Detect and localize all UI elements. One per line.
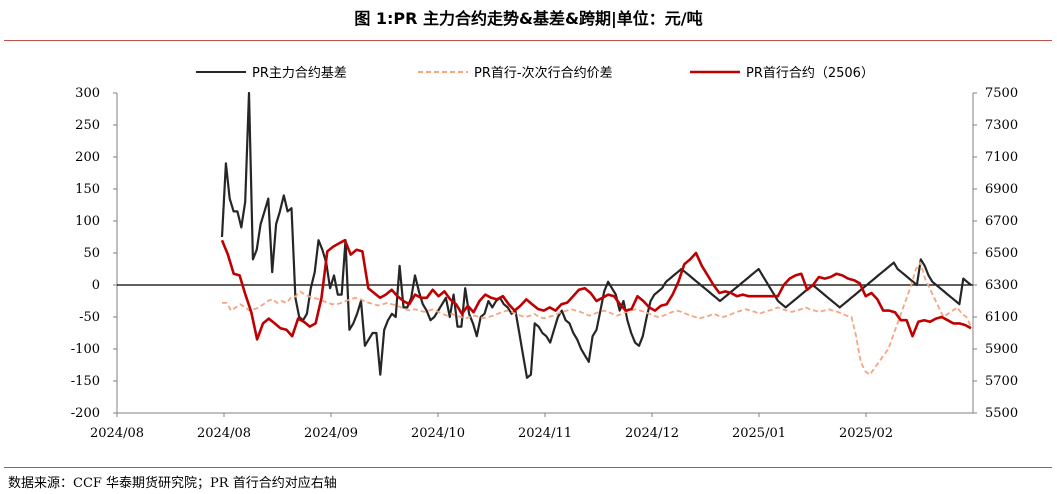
x-tick-label: 2024/08 bbox=[90, 426, 144, 441]
right-tick-label: 5900 bbox=[985, 342, 1018, 357]
series-line-2 bbox=[220, 238, 972, 341]
x-tick-label: 2024/12 bbox=[625, 426, 679, 441]
axes: 300 250 200 150 100 50 0 -50 -100 -150 -200 7500 730… bbox=[71, 86, 1018, 441]
legend-label: PR首行-次次行合约价差 bbox=[474, 65, 613, 81]
left-tick-label: -200 bbox=[71, 406, 100, 421]
right-tick-label: 7300 bbox=[985, 118, 1018, 133]
left-tick-label: -150 bbox=[71, 374, 100, 389]
right-tick-label: 5700 bbox=[985, 374, 1018, 389]
left-tick-label: 250 bbox=[75, 118, 100, 133]
x-tick-label: 2025/01 bbox=[732, 426, 786, 441]
right-tick-label: 7500 bbox=[985, 86, 1018, 101]
x-tick-label: 2024/11 bbox=[518, 426, 572, 441]
legend: PR主力合约基差 PR首行-次次行合约价差 PR首行合约（2506） bbox=[196, 65, 874, 81]
x-tick-label: 2025/02 bbox=[839, 426, 893, 441]
left-tick-label: 100 bbox=[75, 214, 100, 229]
right-tick-label: 5500 bbox=[985, 406, 1018, 421]
x-tick-label: 2024/08 bbox=[197, 426, 251, 441]
left-tick-label: 0 bbox=[92, 278, 100, 293]
left-tick-label: 50 bbox=[83, 246, 100, 261]
left-tick-label: -50 bbox=[79, 310, 100, 325]
left-tick-label: 200 bbox=[75, 150, 100, 165]
series-line-0 bbox=[220, 91, 972, 379]
x-tick-label: 2024/09 bbox=[304, 426, 358, 441]
series-lines bbox=[220, 91, 972, 379]
legend-label: PR首行合约（2506） bbox=[746, 66, 874, 81]
x-tick-label: 2024/10 bbox=[411, 426, 465, 441]
source-note: 数据来源：CCF 华泰期货研究院；PR 首行合约对应右轴 bbox=[8, 476, 337, 491]
right-tick-label: 7100 bbox=[985, 150, 1018, 165]
right-tick-label: 6500 bbox=[985, 246, 1018, 261]
series-line-1 bbox=[222, 261, 972, 376]
right-tick-label: 6100 bbox=[985, 310, 1018, 325]
title-rule bbox=[4, 40, 1052, 41]
right-tick-label: 6700 bbox=[985, 214, 1018, 229]
legend-label: PR主力合约基差 bbox=[252, 66, 347, 81]
right-tick-label: 6900 bbox=[985, 182, 1018, 197]
chart-title: 图 1:PR 主力合约走势&基差&跨期|单位：元/吨 bbox=[354, 9, 703, 28]
source-rule bbox=[4, 467, 1052, 468]
right-tick-label: 6300 bbox=[985, 278, 1018, 293]
left-tick-label: -100 bbox=[71, 342, 100, 357]
left-tick-label: 150 bbox=[75, 182, 100, 197]
left-tick-label: 300 bbox=[75, 86, 100, 101]
